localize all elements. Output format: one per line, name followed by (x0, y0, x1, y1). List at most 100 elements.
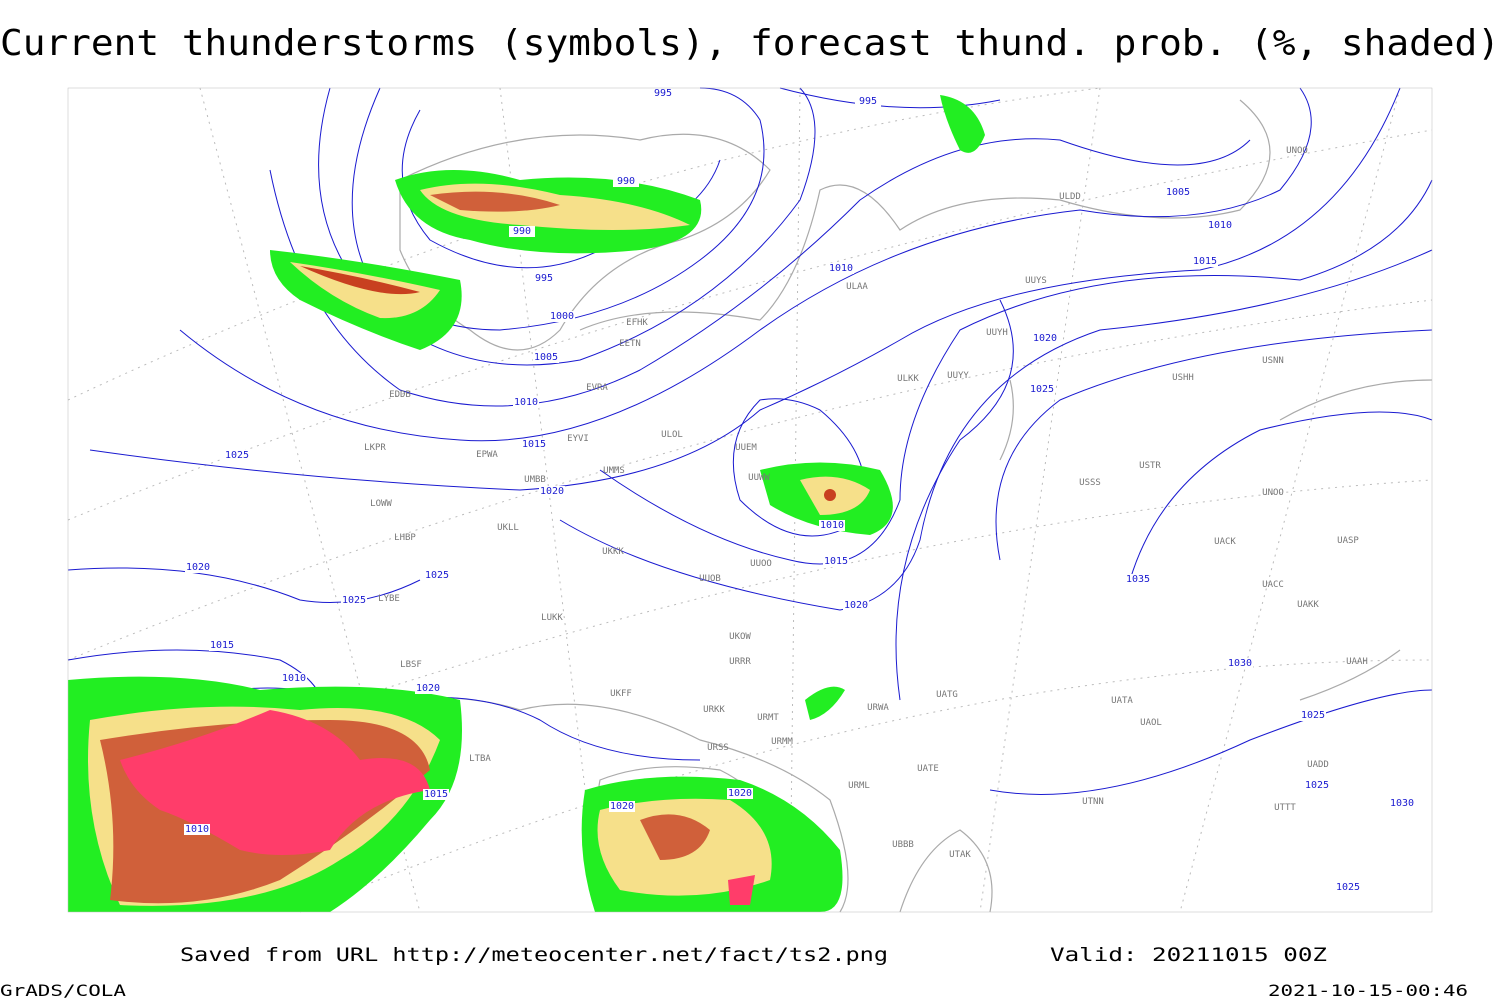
station-label: UMMS (603, 466, 625, 476)
isobar-label-bg (415, 683, 441, 694)
isobar-label: 1005 (1166, 187, 1190, 198)
isobar-label: 1020 (610, 801, 634, 812)
isobar-label-bg (1192, 256, 1218, 267)
station-label: ULDD (1059, 192, 1081, 202)
isobar-label-bg (855, 96, 881, 107)
isobar-label: 1010 (185, 824, 209, 835)
isobar-label-bg (613, 176, 639, 187)
isobar-label-bg (224, 450, 250, 461)
station-label: LTBA (469, 754, 491, 764)
isobar-label: 1015 (424, 789, 448, 800)
station-label: LKPR (364, 443, 386, 453)
source-url: Saved from URL http://meteocenter.net/fa… (180, 944, 888, 966)
isobar-label-bg (1227, 658, 1253, 669)
isobar-label: 1010 (1208, 220, 1232, 231)
isobar-label: 1005 (534, 352, 558, 363)
station-label: USNN (1262, 356, 1284, 366)
isobar-label-bg (521, 439, 547, 450)
isobar-label: 1020 (540, 486, 564, 497)
isobar-label: 1015 (1193, 256, 1217, 267)
isobar-label: 1010 (514, 397, 538, 408)
station-label: UMBB (524, 475, 546, 485)
station-label: URWA (867, 703, 889, 713)
isobar-label: 995 (654, 88, 672, 99)
station-label: UUWW (748, 473, 770, 483)
isobar-label-bg (819, 520, 845, 531)
station-label: EYVI (567, 434, 589, 444)
timestamp: 2021-10-15-00:46 (1268, 981, 1468, 1000)
isobar-label: 990 (513, 226, 531, 237)
isobar-label-bg (531, 273, 557, 284)
isobar-label-bg (609, 801, 635, 812)
isobar-labels: 995 995 990 990 995 1000 1005 1010 1015 1020 1025 1… (184, 88, 1415, 893)
isobar-label: 1030 (1228, 658, 1252, 669)
station-label: UNOO (1262, 488, 1284, 498)
station-label: EPWA (476, 450, 498, 460)
isobar-label-bg (209, 640, 235, 651)
station-label: EFHK (626, 318, 648, 328)
station-label: UUYS (1025, 276, 1047, 286)
isobar-label-bg (1032, 333, 1058, 344)
isobar-label-bg (341, 595, 367, 606)
isobar-label: 1025 (342, 595, 366, 606)
station-labels: ULDD UUYS ULAA UUYH ULKK UUYY USHH UNOO USNN USSS… (364, 146, 1368, 860)
coastlines (67, 99, 1433, 913)
station-label: ULOL (661, 430, 683, 440)
isobar-label: 995 (859, 96, 877, 107)
station-label: UATA (1111, 696, 1133, 706)
station-label: LOWW (370, 499, 392, 509)
isobar-label-bg (1165, 187, 1191, 198)
isobar-label: 1015 (522, 439, 546, 450)
station-label: UAAH (1346, 657, 1368, 667)
isobar-label: 1020 (728, 788, 752, 799)
isobar-label-bg (513, 397, 539, 408)
isobar-label-bg (1207, 220, 1233, 231)
station-label: UAOL (1140, 718, 1162, 728)
isobar-label-bg (1300, 710, 1326, 721)
isobar-label-bg (1029, 384, 1055, 395)
station-label: UATE (917, 764, 939, 774)
map-frame: ULDD UUYS ULAA UUYH ULKK UUYY USHH UNOO USNN USSS… (67, 87, 1433, 913)
isobar-label: 990 (617, 176, 635, 187)
station-label: LHBP (394, 533, 416, 543)
station-label: URMT (757, 713, 779, 723)
station-label: UUOB (699, 574, 721, 584)
station-label: LUKK (541, 613, 563, 623)
isobar-label: 1025 (425, 570, 449, 581)
station-label: LBSF (400, 660, 422, 670)
station-label: UADD (1307, 760, 1329, 770)
isobar-label: 995 (535, 273, 553, 284)
station-label: EVRA (586, 383, 608, 393)
isobar-label: 1020 (844, 600, 868, 611)
isobar-label-bg (727, 788, 753, 799)
station-label: UKFF (610, 689, 632, 699)
station-label: URSS (707, 743, 729, 753)
station-label: UKOW (729, 632, 751, 642)
station-label: ULKK (897, 374, 919, 384)
station-label: UKLL (497, 523, 519, 533)
station-label: UUEM (735, 443, 757, 453)
isobar-label: 1015 (824, 556, 848, 567)
isobar-label-bg (650, 88, 676, 99)
station-label: URMM (771, 737, 793, 747)
station-label: URML (848, 781, 870, 791)
station-label: UTTT (1274, 803, 1296, 813)
isobar-label-bg (423, 789, 449, 800)
isobar-label-bg (424, 570, 450, 581)
isobar-label-bg (509, 226, 535, 237)
map-border (67, 87, 1433, 913)
isobar-label: 1025 (1301, 710, 1325, 721)
valid-time: Valid: 20211015 00Z (1050, 944, 1327, 966)
isobar-label-bg (828, 263, 854, 274)
station-label: EDDB (389, 390, 411, 400)
station-label: UUYY (947, 371, 969, 381)
station-label: UACC (1262, 580, 1284, 590)
isobar-label: 1010 (282, 673, 306, 684)
station-label: UACK (1214, 537, 1236, 547)
software: GrADS/COLA (0, 981, 126, 1000)
isobar-label: 1025 (1336, 882, 1360, 893)
isobar-label: 1000 (550, 311, 574, 322)
station-label: USSS (1079, 478, 1101, 488)
station-label: USHH (1172, 373, 1194, 383)
isobar-label: 1035 (1126, 574, 1150, 585)
